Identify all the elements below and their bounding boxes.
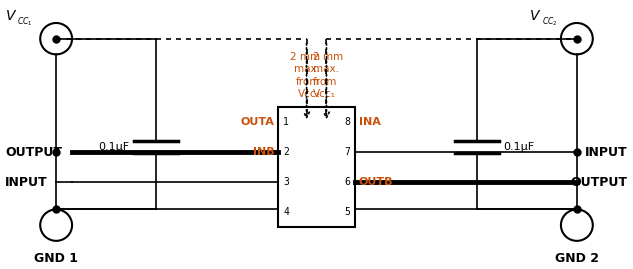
Text: OUTPUT: OUTPUT xyxy=(570,176,628,189)
Text: 4: 4 xyxy=(283,207,289,217)
Text: GND 1: GND 1 xyxy=(34,252,78,265)
Text: 2 mm
max.
from
Vcc₁: 2 mm max. from Vcc₁ xyxy=(313,52,342,99)
Text: INPUT: INPUT xyxy=(585,146,628,159)
Text: 3: 3 xyxy=(283,177,289,187)
Text: 6: 6 xyxy=(344,177,350,187)
Text: $V$: $V$ xyxy=(5,9,18,23)
Text: 0.1μF: 0.1μF xyxy=(99,142,130,152)
Bar xyxy=(278,107,355,227)
Text: 8: 8 xyxy=(344,117,350,127)
Text: $_{CC_1}$: $_{CC_1}$ xyxy=(17,15,33,29)
Text: 5: 5 xyxy=(344,207,350,217)
Text: 2: 2 xyxy=(283,147,289,157)
Text: GND 2: GND 2 xyxy=(555,252,599,265)
Text: INB: INB xyxy=(253,147,274,157)
Text: INA: INA xyxy=(359,117,380,127)
Text: OUTA: OUTA xyxy=(241,117,274,127)
Text: 7: 7 xyxy=(344,147,350,157)
Text: INPUT: INPUT xyxy=(5,176,48,189)
Text: 0.1μF: 0.1μF xyxy=(503,142,534,152)
Text: $_{CC_2}$: $_{CC_2}$ xyxy=(542,15,558,29)
Text: OUTPUT: OUTPUT xyxy=(5,146,63,159)
Text: $V$: $V$ xyxy=(529,9,541,23)
Text: OUTB: OUTB xyxy=(359,177,393,187)
Text: 1: 1 xyxy=(283,117,289,127)
Text: 2 mm
max.
from
Vcc₂: 2 mm max. from Vcc₂ xyxy=(291,52,320,99)
